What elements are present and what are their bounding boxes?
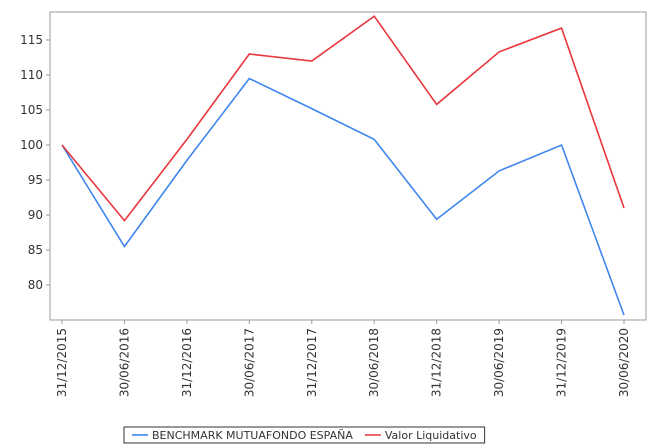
y-tick-label: 100 — [20, 138, 43, 152]
series-line — [61, 77, 625, 316]
legend: BENCHMARK MUTUAFONDO ESPAÑA Valor Liquida… — [123, 426, 486, 444]
x-tick-label: 31/12/2017 — [305, 328, 319, 397]
y-tick-label: 105 — [20, 103, 43, 117]
x-tick-label: 31/12/2019 — [555, 328, 569, 397]
x-tick-label: 30/06/2020 — [617, 328, 631, 397]
legend-box — [123, 426, 486, 444]
series-line — [61, 15, 625, 222]
y-tick-label: 110 — [20, 68, 43, 82]
legend-label: Valor Liquidativo — [385, 429, 477, 442]
y-tick-label: 95 — [28, 173, 43, 187]
x-tick-label: 31/12/2018 — [430, 328, 444, 397]
x-tick-label: 30/06/2019 — [492, 328, 506, 397]
legend-label: BENCHMARK MUTUAFONDO ESPAÑA — [152, 429, 353, 442]
x-tick-label: 31/12/2015 — [55, 328, 69, 397]
x-tick-label: 31/12/2016 — [180, 328, 194, 397]
y-tick-label: 115 — [20, 33, 43, 47]
y-tick-label: 85 — [28, 243, 43, 257]
y-tick-label: 80 — [28, 278, 43, 292]
y-tick-label: 90 — [28, 208, 43, 222]
x-tick-label: 30/06/2016 — [117, 328, 131, 397]
plot-frame — [49, 11, 647, 321]
x-tick-label: 30/06/2017 — [242, 328, 256, 397]
x-tick-label: 30/06/2018 — [367, 328, 381, 397]
